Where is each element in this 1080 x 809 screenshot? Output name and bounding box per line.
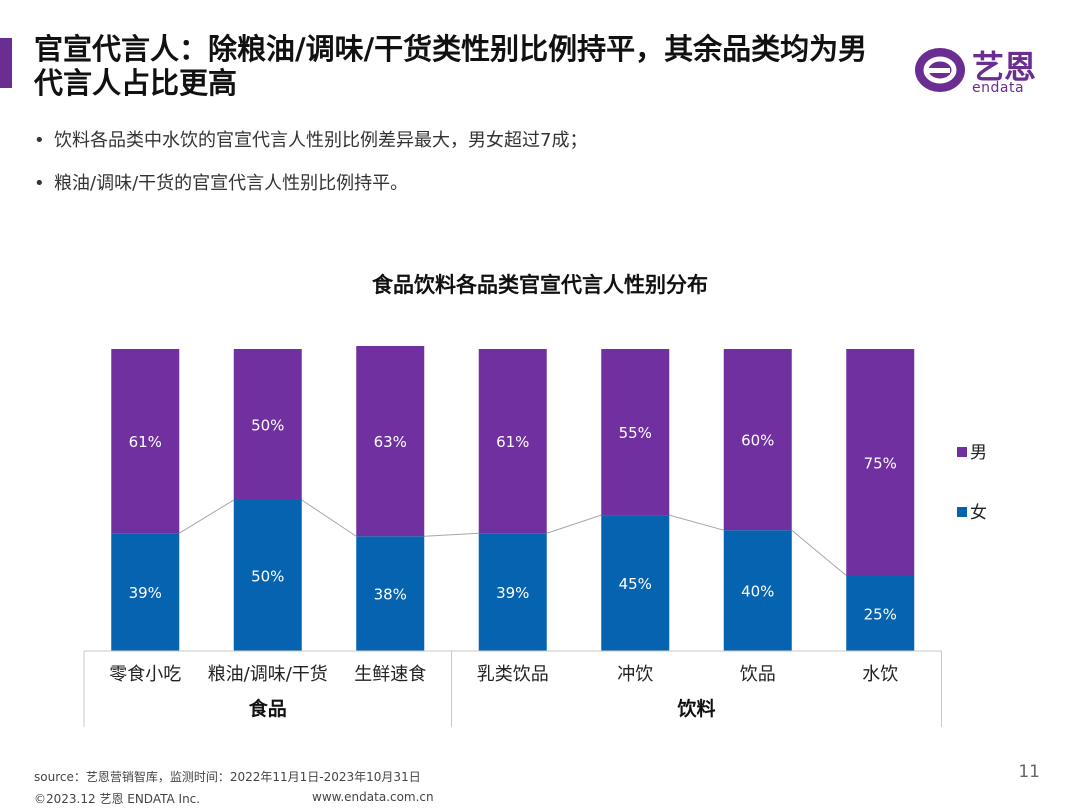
data-label-male: 60%: [741, 432, 774, 450]
legend-swatch: [957, 507, 967, 517]
legend-label: 男: [970, 443, 987, 463]
series-connector-line: [546, 514, 602, 534]
data-label-male: 55%: [619, 424, 652, 442]
bullet-item: 饮料各品类中水饮的官宣代言人性别比例差异最大，男女超过7成；: [34, 130, 587, 152]
series-connector-line: [791, 529, 847, 576]
series-connector-line: [669, 514, 724, 531]
summary-bullets: 饮料各品类中水饮的官宣代言人性别比例差异最大，男女超过7成； 粮油/调味/干货的…: [34, 130, 587, 216]
group-label: 饮料: [676, 697, 715, 720]
bar-female-5: [723, 530, 792, 651]
bar-female-0: [111, 533, 180, 651]
bar-female-2: [356, 536, 425, 651]
bar-male-5: [723, 349, 792, 531]
title-accent-bar: [0, 38, 12, 88]
data-label-male: 63%: [374, 433, 407, 451]
data-label-female: 40%: [741, 583, 774, 601]
bar-male-2: [356, 345, 425, 537]
copyright: ©2023.12 艺恩 ENDATA Inc.: [34, 792, 201, 806]
bar-male-0: [111, 349, 180, 534]
gender-distribution-chart: 食品饮料各品类官宣代言人性别分布 39% 61% 零食小吃 50% 50% 粮油/调味/干货…: [83, 273, 987, 727]
data-label-male: 61%: [129, 433, 162, 451]
website-link[interactable]: www.endata.com.cn: [312, 790, 434, 804]
data-label-female: 39%: [496, 584, 529, 602]
category-label: 粮油/调味/干货: [208, 664, 328, 685]
bar-female-1: [233, 500, 302, 651]
logo-text: 艺恩: [972, 48, 1037, 86]
series-connector-line: [178, 499, 235, 534]
data-label-male: 50%: [251, 417, 284, 435]
data-label-male: 75%: [864, 454, 897, 472]
bullet-item: 粮油/调味/干货的官宣代言人性别比例持平。: [34, 173, 587, 195]
bar-male-3: [478, 349, 547, 534]
source-note: source：艺恩营销智库，监测时间：2022年11月1日-2023年10月31…: [34, 770, 421, 784]
data-label-male: 61%: [496, 433, 529, 451]
data-label-female: 45%: [619, 575, 652, 593]
bar-male-1: [233, 349, 302, 500]
bar-female-3: [478, 533, 547, 651]
bar-male-4: [601, 349, 670, 516]
category-label: 生鲜速食: [354, 664, 426, 685]
data-label-female: 25%: [864, 605, 897, 623]
bar-female-4: [601, 515, 670, 651]
bar-female-6: [846, 575, 915, 651]
logo-subtext: endata: [972, 80, 1025, 96]
category-label: 水饮: [862, 664, 898, 685]
legend-label: 女: [970, 503, 987, 523]
endata-logo: [915, 48, 965, 92]
group-label: 食品: [249, 697, 287, 720]
page-title: 官宣代言人：除粮油/调味/干货类性别比例持平，其余品类均为男代言人占比更高: [34, 32, 868, 100]
data-label-female: 38%: [374, 586, 407, 604]
category-label: 冲饮: [617, 664, 653, 685]
page-number: 11: [1018, 762, 1040, 782]
legend-swatch: [957, 447, 967, 457]
category-label: 零食小吃: [109, 664, 181, 685]
category-label: 乳类饮品: [477, 664, 549, 685]
bar-male-6: [846, 349, 915, 576]
series-connector-line: [301, 499, 357, 537]
data-label-female: 39%: [129, 584, 162, 602]
data-label-female: 50%: [251, 568, 284, 586]
category-label: 饮品: [740, 664, 776, 685]
chart-title: 食品饮料各品类官宣代言人性别分布: [372, 273, 708, 297]
series-connector-line: [424, 532, 479, 537]
